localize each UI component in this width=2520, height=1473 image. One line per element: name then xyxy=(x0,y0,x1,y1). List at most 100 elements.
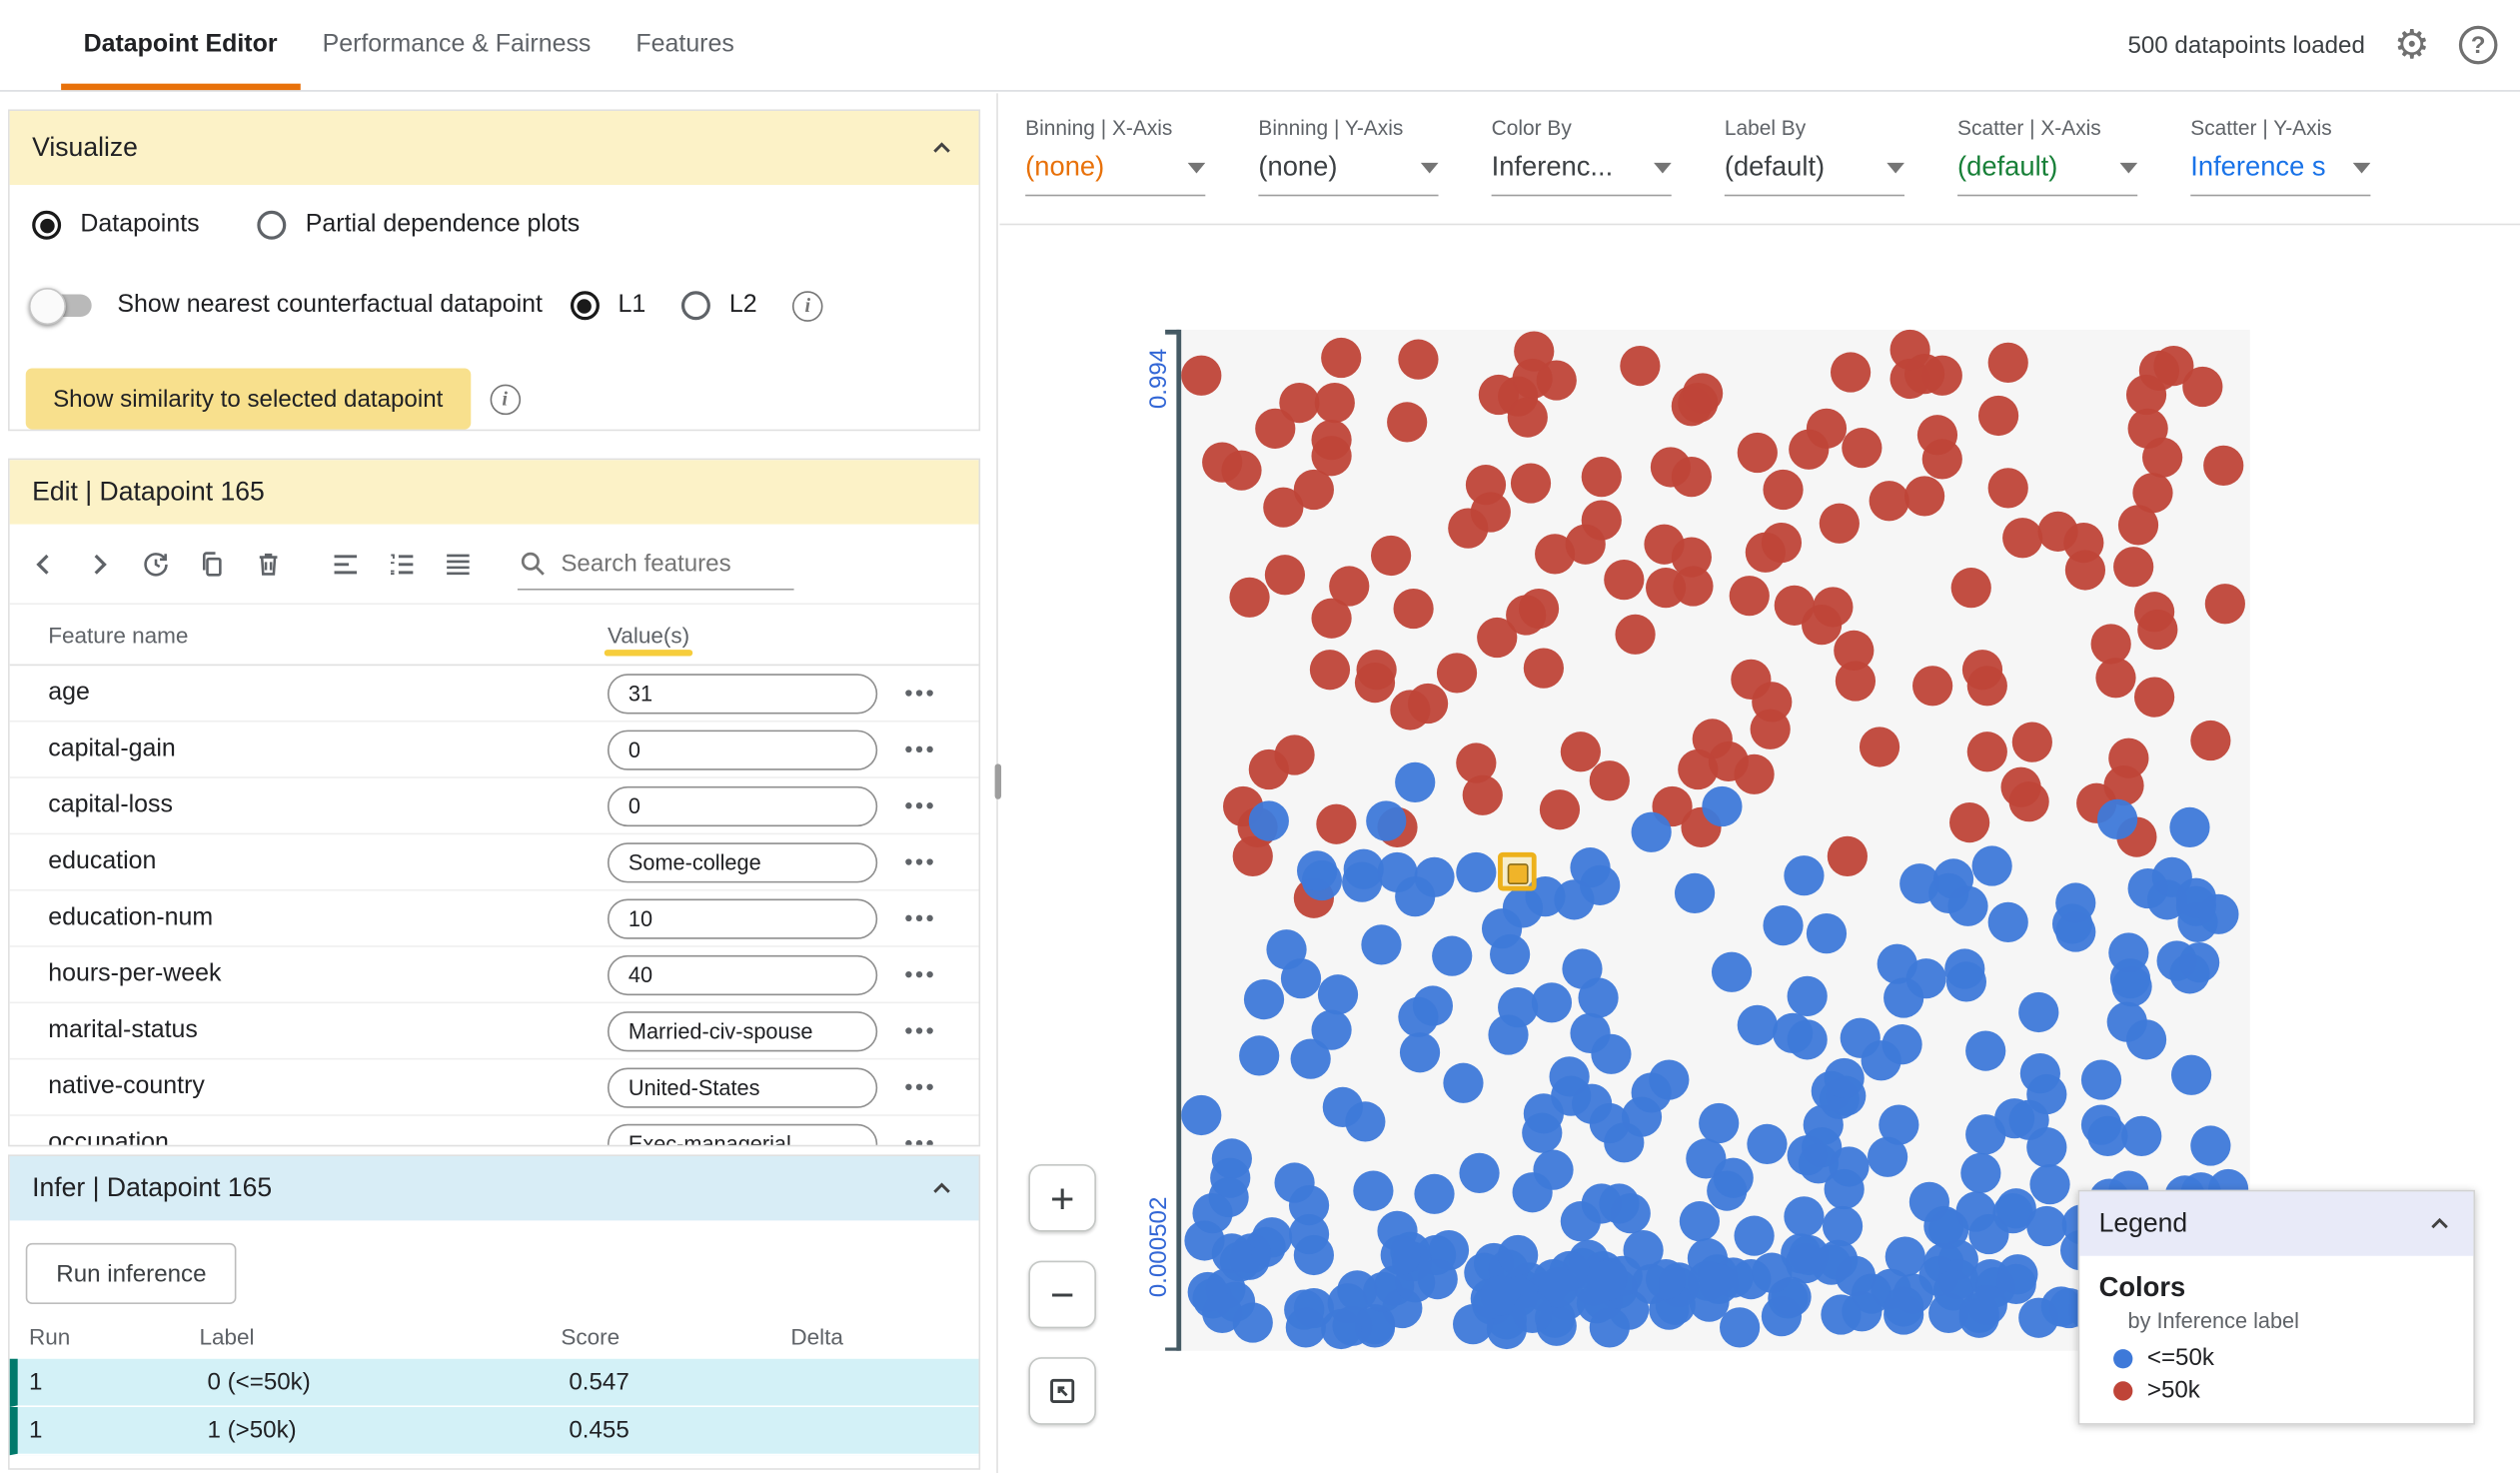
feature-value-input[interactable]: 40 xyxy=(607,954,878,995)
datapoint-dot[interactable] xyxy=(1228,578,1270,619)
datapoint-dot[interactable] xyxy=(2202,445,2243,486)
datapoint-dot[interactable] xyxy=(1747,1124,1788,1165)
datapoint-dot[interactable] xyxy=(1679,1200,1720,1241)
datapoint-dot[interactable] xyxy=(1381,1235,1422,1276)
datapoint-dot[interactable] xyxy=(1734,754,1775,795)
datapoint-dot[interactable] xyxy=(1310,436,1352,477)
datapoint-dot[interactable] xyxy=(1536,359,1578,401)
datapoint-dot[interactable] xyxy=(1883,976,1923,1018)
datapoint-dot[interactable] xyxy=(2178,941,2220,983)
datapoint-dot[interactable] xyxy=(1512,1172,1553,1213)
datapoint-dot[interactable] xyxy=(1585,1260,1627,1301)
control-label-by[interactable]: Label By (default) xyxy=(1724,93,1904,223)
more-options-icon[interactable] xyxy=(901,787,936,822)
more-options-icon[interactable] xyxy=(901,956,936,991)
datapoint-dot[interactable] xyxy=(1370,536,1411,577)
datapoint-dot[interactable] xyxy=(1432,936,1474,977)
collapse-chevron-icon[interactable] xyxy=(927,1174,956,1203)
datapoint-dot[interactable] xyxy=(2037,512,2079,553)
datapoint-dot[interactable] xyxy=(1386,402,1428,443)
datapoint-dot[interactable] xyxy=(1459,1152,1500,1194)
datapoint-dot[interactable] xyxy=(1859,727,1900,768)
tab-datapoint-editor[interactable]: Datapoint Editor xyxy=(61,0,300,91)
datapoint-dot[interactable] xyxy=(1632,812,1673,853)
more-options-icon[interactable] xyxy=(901,676,936,711)
datapoint-dot[interactable] xyxy=(1932,857,1973,898)
datapoint-dot[interactable] xyxy=(1834,630,1875,672)
datapoint-dot[interactable] xyxy=(1263,487,1304,528)
datapoint-dot[interactable] xyxy=(1869,480,1910,521)
datapoint-dot[interactable] xyxy=(1884,1286,1924,1327)
datapoint-dot[interactable] xyxy=(1315,802,1356,844)
datapoint-dot[interactable] xyxy=(2001,518,2042,560)
datapoint-dot[interactable] xyxy=(2125,374,2166,416)
datapoint-dot[interactable] xyxy=(1181,355,1222,396)
datapoint-dot[interactable] xyxy=(1181,1095,1222,1136)
similarity-info-icon[interactable]: i xyxy=(489,383,521,415)
datapoint-dot[interactable] xyxy=(1498,1235,1539,1276)
selected-datapoint-marker[interactable] xyxy=(1498,851,1537,890)
datapoint-dot[interactable] xyxy=(1392,588,1434,629)
datapoint-dot[interactable] xyxy=(1436,653,1478,694)
datapoint-dot[interactable] xyxy=(1581,456,1622,497)
datapoint-dot[interactable] xyxy=(1321,1308,1362,1349)
datapoint-dot[interactable] xyxy=(1899,862,1940,903)
chevron-down-icon[interactable] xyxy=(2352,162,2371,173)
datapoint-dot[interactable] xyxy=(1615,614,1656,655)
control-scatter-y-axis[interactable]: Scatter | Y-Axis Inference s xyxy=(2190,93,2371,223)
datapoint-dot[interactable] xyxy=(2097,799,2138,840)
datapoint-dot[interactable] xyxy=(1798,1142,1839,1183)
more-options-icon[interactable] xyxy=(901,1013,936,1048)
datapoint-dot[interactable] xyxy=(1787,1018,1828,1059)
datapoint-dot[interactable] xyxy=(1323,1087,1364,1128)
datapoint-dot[interactable] xyxy=(1342,848,1384,890)
feature-value-input[interactable]: 31 xyxy=(607,673,878,714)
datapoint-dot[interactable] xyxy=(2030,1163,2071,1205)
previous-datapoint-icon[interactable] xyxy=(23,543,65,585)
datapoint-dot[interactable] xyxy=(1211,1232,1252,1274)
datapoint-dot[interactable] xyxy=(2169,807,2210,848)
datapoint-dot[interactable] xyxy=(1699,1103,1740,1144)
datapoint-dot[interactable] xyxy=(1950,568,1992,609)
datapoints-radio[interactable] xyxy=(32,210,62,240)
datapoint-dot[interactable] xyxy=(2127,408,2168,449)
datapoint-dot[interactable] xyxy=(1508,397,1549,438)
datapoint-dot[interactable] xyxy=(1603,560,1644,601)
datapoint-dot[interactable] xyxy=(1589,760,1630,801)
datapoint-dot[interactable] xyxy=(1783,1196,1825,1237)
datapoint-dot[interactable] xyxy=(1788,1235,1829,1276)
datapoint-dot[interactable] xyxy=(1921,438,1962,480)
datapoint-dot[interactable] xyxy=(1202,442,1244,483)
datapoint-dot[interactable] xyxy=(1699,1263,1740,1304)
feature-value-input[interactable]: Some-college xyxy=(607,841,878,882)
datapoint-dot[interactable] xyxy=(1806,408,1847,450)
datapoint-dot[interactable] xyxy=(1455,742,1496,784)
datapoint-dot[interactable] xyxy=(1310,650,1351,691)
datapoint-dot[interactable] xyxy=(1398,996,1439,1037)
datapoint-dot[interactable] xyxy=(1249,800,1290,841)
datapoint-dot[interactable] xyxy=(1960,1152,2001,1193)
datapoint-dot[interactable] xyxy=(1239,1035,1280,1077)
run-inference-button[interactable]: Run inference xyxy=(25,1242,238,1305)
datapoint-dot[interactable] xyxy=(1978,395,2019,436)
datapoint-dot[interactable] xyxy=(1841,427,1882,468)
datapoint-dot[interactable] xyxy=(1987,343,2028,384)
partial-dependence-radio[interactable] xyxy=(257,210,287,240)
datapoint-dot[interactable] xyxy=(1961,649,2003,690)
datapoint-dot[interactable] xyxy=(1763,905,1804,946)
datapoint-dot[interactable] xyxy=(1964,1114,2005,1155)
datapoint-dot[interactable] xyxy=(1395,761,1436,802)
datapoint-dot[interactable] xyxy=(1674,872,1716,913)
datapoint-dot[interactable] xyxy=(1539,789,1580,831)
settings-gear-icon[interactable]: ⚙ xyxy=(2393,21,2430,67)
datapoint-dot[interactable] xyxy=(1702,785,1743,826)
control-binning-y-axis[interactable]: Binning | Y-Axis (none) xyxy=(1258,93,1439,223)
datapoint-dot[interactable] xyxy=(1682,373,1723,414)
datapoint-dot[interactable] xyxy=(1310,1009,1352,1050)
datapoint-dot[interactable] xyxy=(1273,734,1314,775)
datapoint-dot[interactable] xyxy=(1631,1072,1673,1113)
control-binning-x-axis[interactable]: Binning | X-Axis (none) xyxy=(1025,93,1206,223)
datapoint-dot[interactable] xyxy=(1713,1158,1754,1199)
datapoint-dot[interactable] xyxy=(1232,835,1274,876)
datapoint-dot[interactable] xyxy=(1806,912,1847,953)
